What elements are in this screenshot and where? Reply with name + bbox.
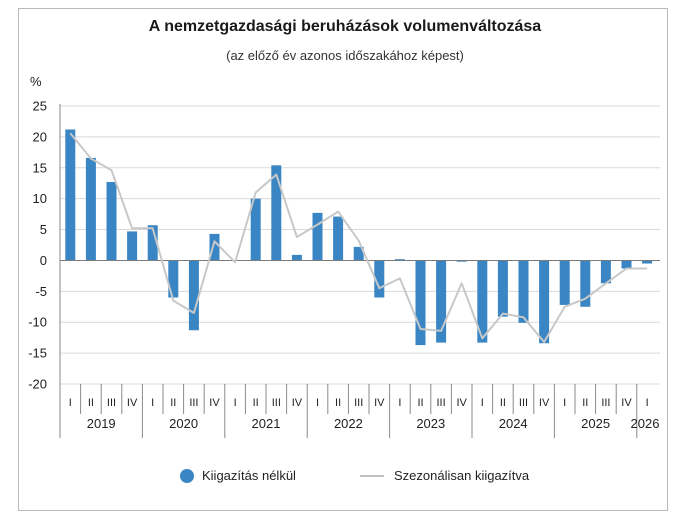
bar [333, 216, 344, 261]
quarter-label: II [500, 397, 506, 409]
quarter-label: III [272, 397, 281, 409]
chart-subtitle: (az előző év azonos időszakához képest) [226, 48, 464, 63]
quarter-label: I [234, 397, 237, 409]
bar [312, 212, 323, 261]
quarter-label: III [519, 397, 528, 409]
legend-line-swatch [360, 474, 384, 477]
quarter-label: III [601, 397, 610, 409]
bar [642, 260, 653, 264]
quarter-label: II [417, 397, 423, 409]
year-label: 2026 [631, 416, 660, 431]
bar [147, 225, 158, 261]
quarter-label: II [170, 397, 176, 409]
quarter-label: IV [456, 397, 467, 409]
bar [168, 260, 179, 298]
y-tick-label: 25 [33, 99, 47, 114]
bar [250, 198, 261, 261]
quarter-label: II [335, 397, 341, 409]
year-label: 2022 [334, 416, 363, 431]
year-label: 2020 [169, 416, 198, 431]
quarter-label: I [69, 397, 72, 409]
y-tick-label: 0 [40, 253, 47, 268]
y-axis-unit: % [30, 74, 42, 89]
bar [600, 260, 611, 284]
quarter-label: I [316, 397, 319, 409]
quarter-label: I [151, 397, 154, 409]
quarter-label: III [189, 397, 198, 409]
quarter-label: IV [209, 397, 220, 409]
y-tick-label: -20 [28, 377, 47, 392]
legend-bar-label: Kiigazítás nélkül [202, 468, 296, 483]
quarter-label: IV [539, 397, 550, 409]
y-tick-label: 5 [40, 222, 47, 237]
quarter-label: IV [127, 397, 138, 409]
year-label: 2019 [87, 416, 116, 431]
bar [621, 260, 632, 269]
bar [271, 165, 282, 261]
bar [415, 260, 426, 346]
quarter-label: III [354, 397, 363, 409]
y-tick-label: 20 [33, 129, 47, 144]
quarter-label: I [563, 397, 566, 409]
quarter-label: I [398, 397, 401, 409]
year-label: 2023 [416, 416, 445, 431]
year-label: 2021 [252, 416, 281, 431]
y-tick-label: 10 [33, 191, 47, 206]
bar [127, 231, 138, 261]
quarter-label: II [253, 397, 259, 409]
legend: Kiigazítás nélkül Szezonálisan kiigazítv… [0, 468, 690, 490]
quarter-label: II [88, 397, 94, 409]
quarter-label: I [646, 397, 649, 409]
y-tick-label: -15 [28, 346, 47, 361]
year-label: 2025 [581, 416, 610, 431]
legend-item-line: Szezonálisan kiigazítva [360, 468, 529, 483]
bar [85, 157, 96, 261]
quarter-label: II [582, 397, 588, 409]
bar [477, 260, 488, 343]
bar [106, 181, 117, 261]
bar [374, 260, 385, 298]
bar [65, 129, 76, 261]
quarter-label: IV [374, 397, 385, 409]
quarter-label: IV [621, 397, 632, 409]
bar [518, 260, 529, 323]
legend-line-label: Szezonálisan kiigazítva [394, 468, 530, 483]
legend-item-bars: Kiigazítás nélkül [180, 468, 296, 483]
line-series-path [69, 132, 648, 343]
bar [539, 260, 550, 344]
quarter-label: III [107, 397, 116, 409]
axes [59, 104, 660, 438]
y-tick-label: 15 [33, 160, 47, 175]
bar [436, 260, 447, 343]
bar [559, 260, 570, 305]
bar [394, 259, 405, 261]
bar [291, 254, 302, 261]
y-tick-label: -10 [28, 315, 47, 330]
bar [188, 260, 199, 331]
bar [580, 260, 591, 307]
line-series [69, 132, 648, 343]
quarter-label: I [481, 397, 484, 409]
chart-title: A nemzetgazdasági beruházások volumenvál… [148, 18, 542, 35]
bar [497, 260, 508, 317]
y-tick-label: -5 [35, 284, 47, 299]
bar [209, 233, 220, 261]
legend-bar-swatch [180, 468, 194, 483]
quarter-label: III [437, 397, 446, 409]
bar-series [65, 129, 653, 346]
bar [353, 246, 364, 261]
year-label: 2024 [499, 416, 528, 431]
quarter-label: IV [292, 397, 303, 409]
bar [456, 260, 467, 262]
